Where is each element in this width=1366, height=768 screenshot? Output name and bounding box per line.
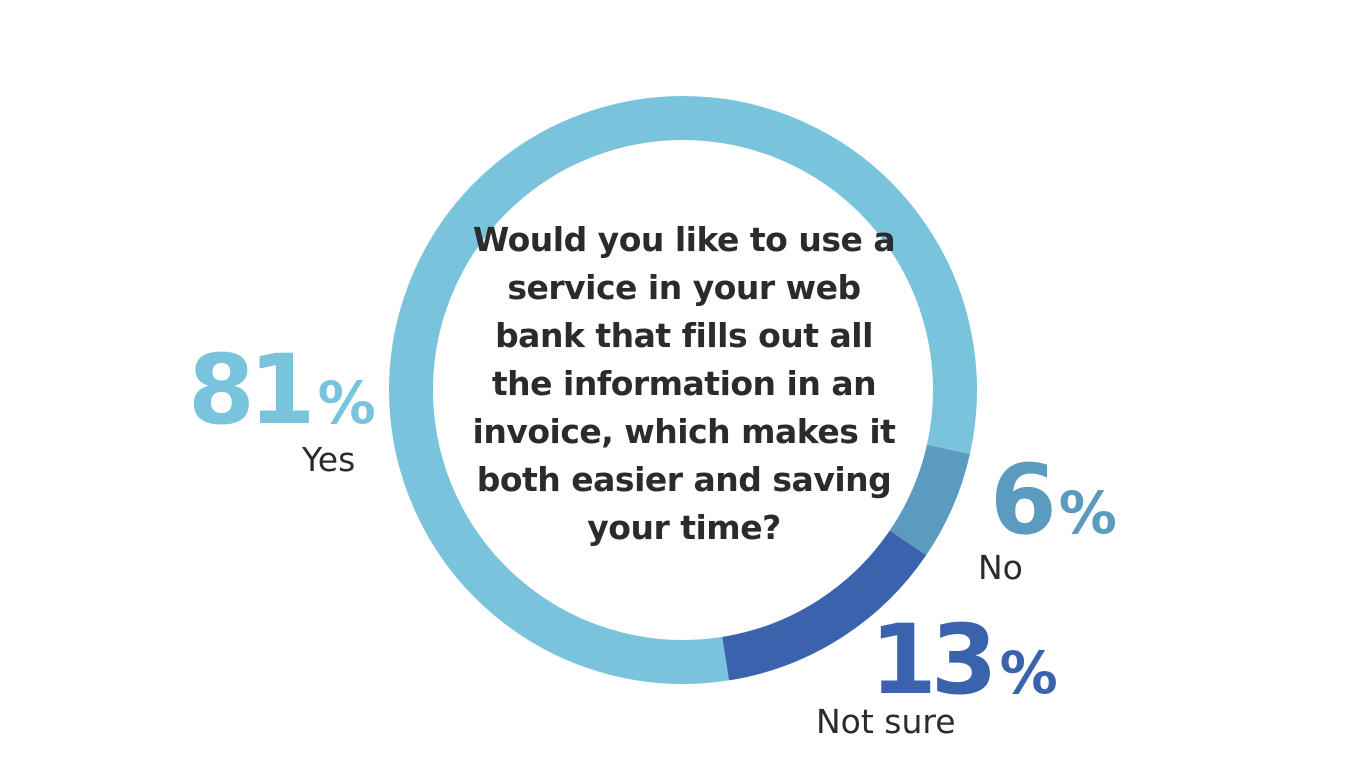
not-sure-percentage-label: 13% bbox=[870, 612, 1058, 708]
survey-question: Would you like to use a service in your … bbox=[472, 220, 896, 547]
yes-percentage-label: 81% bbox=[188, 342, 376, 438]
yes-percent-symbol: % bbox=[317, 369, 376, 437]
not-sure-value: 13 bbox=[870, 604, 998, 716]
yes-slice bbox=[389, 96, 977, 684]
no-percentage-label: 6% bbox=[990, 452, 1117, 548]
no-slice bbox=[889, 444, 970, 556]
not-sure-category-label: Not sure bbox=[816, 702, 956, 741]
no-value: 6 bbox=[990, 444, 1057, 556]
yes-category-label: Yes bbox=[302, 440, 356, 479]
not-sure-slice bbox=[721, 530, 927, 681]
no-category-label: No bbox=[978, 548, 1023, 587]
yes-value: 81 bbox=[188, 334, 316, 446]
no-percent-symbol: % bbox=[1058, 479, 1117, 547]
not-sure-percent-symbol: % bbox=[999, 639, 1058, 707]
